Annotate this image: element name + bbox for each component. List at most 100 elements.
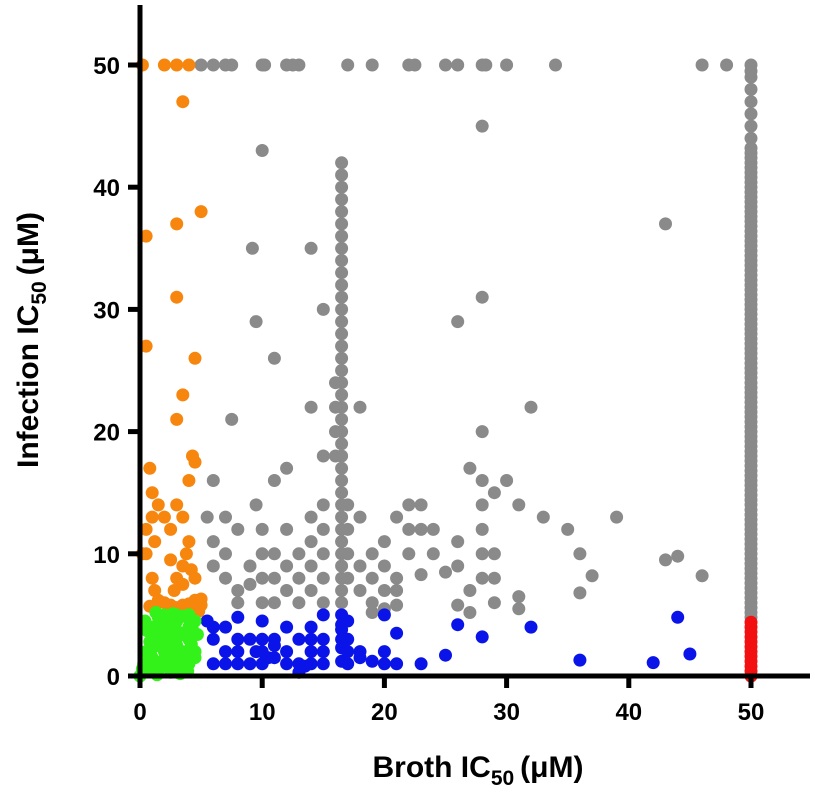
data-point-gray <box>487 486 501 500</box>
data-point-orange <box>182 535 196 549</box>
data-point-blue <box>231 657 245 671</box>
data-point-gray <box>292 571 306 585</box>
data-point-gray <box>304 510 318 524</box>
data-point-gray <box>335 388 349 402</box>
data-point-gray <box>194 58 208 72</box>
data-point-gray <box>316 522 330 536</box>
data-point-gray <box>267 596 281 610</box>
data-point-gray <box>335 535 349 549</box>
data-point-gray <box>365 547 379 561</box>
data-point-gray <box>744 82 758 96</box>
data-point-gray <box>335 584 349 597</box>
data-point-gray <box>451 535 465 549</box>
data-point-gray <box>744 107 758 121</box>
data-point-gray <box>487 596 501 610</box>
data-point-blue <box>316 657 330 671</box>
data-point-blue <box>353 651 367 665</box>
data-point-gray <box>512 602 526 616</box>
data-point-orange <box>157 58 171 72</box>
data-point-gray <box>206 58 220 72</box>
data-point-orange <box>145 486 159 500</box>
data-point-blue <box>304 645 318 659</box>
data-point-gray <box>402 498 416 512</box>
data-point-gray <box>402 522 416 536</box>
data-point-gray <box>335 192 349 206</box>
data-points <box>133 58 758 683</box>
data-point-gray <box>304 400 318 414</box>
data-point-gray <box>695 58 709 72</box>
ticks <box>128 62 754 688</box>
data-point-gray <box>414 568 428 582</box>
data-point-gray <box>243 559 257 573</box>
data-point-blue <box>341 632 355 646</box>
data-point-gray <box>255 547 269 561</box>
data-point-blue <box>231 645 245 659</box>
data-point-blue <box>377 608 391 622</box>
data-point-gray <box>335 180 349 194</box>
data-point-gray <box>225 58 239 72</box>
data-point-gray <box>219 547 232 561</box>
data-point-gray <box>231 584 245 597</box>
data-point-gray <box>377 535 391 549</box>
data-point-orange <box>145 571 159 585</box>
data-point-gray <box>390 571 404 585</box>
data-point-gray <box>536 510 550 524</box>
data-point-gray <box>206 535 220 549</box>
data-point-gray <box>280 559 294 573</box>
data-point-orange <box>139 547 153 561</box>
data-point-gray <box>341 547 355 561</box>
data-point-gray <box>335 474 349 487</box>
data-point-blue <box>341 645 355 659</box>
data-point-green <box>168 621 182 635</box>
data-point-blue <box>231 610 245 624</box>
data-point-green <box>161 659 175 673</box>
data-point-gray <box>500 58 514 72</box>
data-point-blue <box>255 614 269 628</box>
data-point-orange <box>143 461 157 475</box>
data-point-gray <box>225 412 239 426</box>
data-point-gray <box>206 474 220 487</box>
data-point-gray <box>329 425 342 439</box>
data-point-orange <box>170 412 184 426</box>
x-tick-label: 20 <box>371 699 398 726</box>
x-tick-label: 40 <box>615 699 642 726</box>
data-point-gray <box>720 58 734 72</box>
data-point-gray <box>335 168 349 182</box>
data-point-gray <box>335 559 349 573</box>
data-point-gray <box>280 461 294 475</box>
data-point-orange <box>184 563 198 577</box>
data-point-blue <box>304 620 318 634</box>
data-point-gray <box>365 596 379 610</box>
data-point-gray <box>573 547 587 561</box>
data-point-orange <box>151 498 165 512</box>
data-point-blue <box>341 657 355 671</box>
data-point-gray <box>335 205 349 219</box>
data-point-gray <box>463 461 477 475</box>
data-point-gray <box>280 584 294 597</box>
data-point-gray <box>304 241 318 255</box>
data-point-gray <box>744 131 758 145</box>
tick-labels: 0 10 20 30 40 50 0 10 20 30 40 50 <box>93 53 764 726</box>
data-point-blue <box>206 632 220 646</box>
data-point-gray <box>335 364 349 377</box>
data-point-gray <box>475 425 489 439</box>
data-point-blue <box>316 608 330 622</box>
data-point-orange <box>179 547 193 561</box>
data-point-gray <box>255 571 269 585</box>
data-point-blue <box>414 657 428 671</box>
data-point-gray <box>335 302 349 316</box>
data-point-gray <box>353 400 367 414</box>
data-point-gray <box>377 559 391 573</box>
data-point-gray <box>475 547 489 561</box>
data-point-gray <box>744 119 758 133</box>
data-point-orange <box>170 58 184 72</box>
data-point-gray <box>500 474 514 487</box>
data-point-gray <box>524 400 538 414</box>
data-point-orange <box>148 535 162 549</box>
data-point-blue <box>298 659 312 673</box>
data-point-gray <box>329 449 342 463</box>
data-point-blue <box>341 614 355 628</box>
data-point-orange <box>170 290 184 304</box>
data-point-gray <box>335 254 349 267</box>
data-point-blue <box>390 626 404 640</box>
